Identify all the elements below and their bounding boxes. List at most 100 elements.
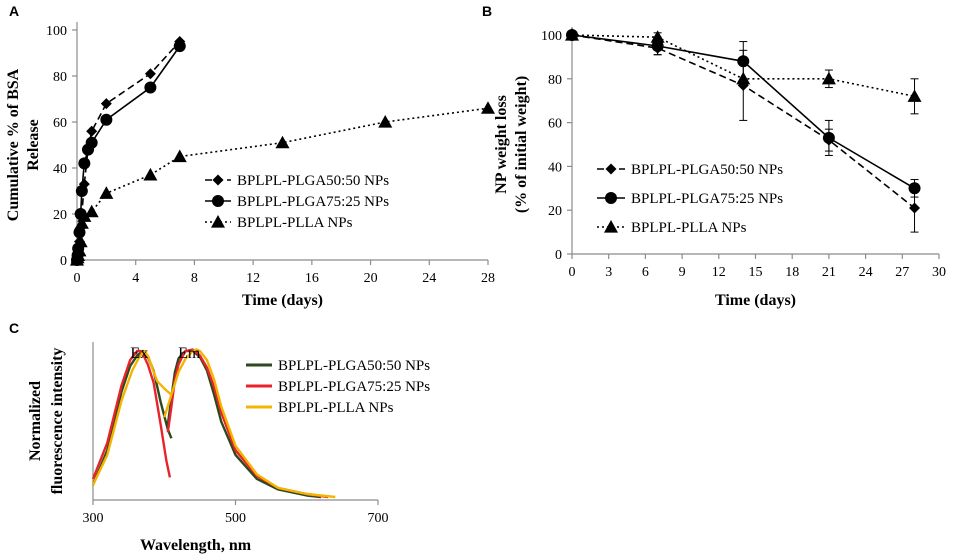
- y-tick-label: 100: [541, 29, 562, 44]
- x-tick-label: 9: [679, 265, 686, 280]
- y-tick-label: 20: [53, 208, 67, 223]
- y-tick-label: 100: [46, 24, 67, 39]
- legend-marker: [605, 163, 617, 175]
- y-axis-title: NP weight loss: [493, 95, 510, 194]
- data-point: [907, 89, 922, 102]
- y-tick-label: 60: [53, 116, 67, 131]
- chart-panel-b: B 0 3 6 9 12 15 18 21 24 27 30 0 20 40 60 80 100 Time (day…: [482, 3, 946, 309]
- x-tick-label: 20: [364, 271, 378, 286]
- x-tick-label: 12: [246, 271, 260, 286]
- x-tick-label: 24: [422, 271, 436, 286]
- legend-entry: BPLPL-PLGA50:50 NPs: [631, 162, 783, 178]
- series-line: [91, 349, 172, 480]
- data-point: [821, 71, 836, 85]
- data-point: [275, 135, 290, 149]
- data-point: [77, 209, 92, 222]
- legend-marker: [212, 195, 224, 207]
- x-axis-title: Time (days): [715, 292, 796, 309]
- x-tick-label: 16: [305, 271, 319, 286]
- legend-marker: [604, 220, 618, 233]
- legend: BPLPL-PLGA50:50 NPs BPLPL-PLGA75:25 NPs BP…: [246, 358, 430, 416]
- y-axis-title: Release: [25, 119, 42, 171]
- legend-entry: BPLPL-PLGA50:50 NPs: [278, 358, 430, 374]
- data-point: [481, 101, 495, 114]
- legend: BPLPL-PLGA50:50 NPs BPLPL-PLGA75:25 NPs BP…: [597, 162, 783, 236]
- x-tick-label: 3: [605, 265, 612, 280]
- panel-letter: C: [9, 320, 19, 336]
- legend-entry: BPLPL-PLLA NPs: [631, 220, 747, 236]
- data-point: [822, 131, 835, 144]
- legend-entry: BPLPL-PLGA75:25 NPs: [631, 191, 783, 207]
- data-point: [650, 30, 665, 43]
- data-point: [173, 40, 186, 53]
- annotation-label: Em: [178, 345, 201, 362]
- data-point: [908, 182, 921, 195]
- series-line: [163, 348, 336, 499]
- data-point: [86, 125, 98, 137]
- data-point: [737, 55, 750, 68]
- annotation-label: Ex: [130, 345, 148, 362]
- data-point: [85, 136, 98, 149]
- x-tick-label: 700: [368, 511, 389, 526]
- y-axis-title: Cumulative % of BSA: [5, 68, 22, 221]
- data-point: [84, 204, 99, 218]
- series-3: [91, 348, 336, 499]
- data-point: [74, 216, 89, 229]
- legend-entry: BPLPL-PLLA NPs: [237, 215, 353, 231]
- x-tick-label: 24: [859, 265, 873, 280]
- data-point: [144, 68, 156, 80]
- y-tick-label: 60: [548, 117, 562, 132]
- x-tick-label: 500: [225, 511, 246, 526]
- legend-marker: [212, 174, 224, 186]
- x-tick-label: 18: [785, 265, 799, 280]
- axes: [92, 342, 379, 505]
- series-line: [76, 40, 181, 261]
- axes: [72, 22, 489, 265]
- x-tick-label: 15: [749, 265, 763, 280]
- data-point: [99, 186, 114, 199]
- x-tick-label: 0: [74, 271, 81, 286]
- y-tick-label: 80: [548, 73, 562, 88]
- x-axis-title: Wavelength, nm: [140, 537, 252, 554]
- data-point: [143, 167, 158, 181]
- data-point: [100, 113, 113, 126]
- data-point: [565, 28, 579, 41]
- y-tick-label: 40: [548, 160, 562, 175]
- series-2: [71, 40, 186, 266]
- data-point: [736, 71, 751, 85]
- x-tick-label: 8: [191, 271, 198, 286]
- axes: [567, 27, 940, 259]
- legend-entry: BPLPL-PLGA75:25 NPs: [237, 194, 389, 210]
- legend-marker: [605, 192, 617, 204]
- y-tick-label: 20: [548, 204, 562, 219]
- data-point: [144, 81, 157, 94]
- x-tick-label: 0: [569, 265, 576, 280]
- legend-marker: [211, 215, 225, 228]
- series-3: [565, 28, 922, 115]
- legend-entry: BPLPL-PLGA75:25 NPs: [278, 379, 430, 395]
- x-tick-label: 28: [481, 271, 495, 286]
- y-tick-label: 0: [555, 248, 562, 263]
- data-point: [909, 202, 921, 214]
- x-tick-label: 27: [895, 265, 909, 280]
- data-point: [172, 149, 187, 163]
- x-tick-label: 4: [132, 271, 139, 286]
- legend: BPLPL-PLGA50:50 NPs BPLPL-PLGA75:25 NPs BP…: [205, 173, 389, 231]
- chart-panel-a: A 0 4 8 12 16 20 24 28 0 20 40 60 80 100 Time (days) Cum…: [5, 3, 495, 309]
- y-tick-label: 0: [60, 254, 67, 269]
- x-tick-label: 300: [83, 511, 104, 526]
- series-line: [91, 349, 173, 486]
- data-point: [378, 115, 393, 128]
- chart-panel-c: C 300 500 700 Wavelength, nm Normalized fluore…: [9, 320, 430, 554]
- y-tick-label: 40: [53, 162, 67, 177]
- data-point: [72, 243, 87, 257]
- y-tick-label: 80: [53, 70, 67, 85]
- x-tick-label: 21: [822, 265, 836, 280]
- data-point: [73, 234, 88, 248]
- data-point: [75, 185, 88, 197]
- data-point: [651, 39, 664, 52]
- x-tick-label: 6: [642, 265, 649, 280]
- data-point: [100, 98, 112, 110]
- y-axis-title: fluorescence intensity: [49, 348, 66, 495]
